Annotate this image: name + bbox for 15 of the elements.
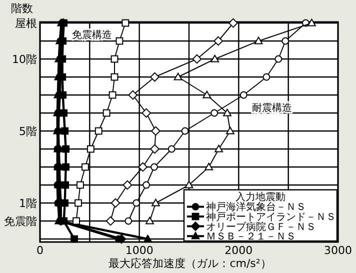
legend-label: オリーブ病院ＧＦ－ＮＳ — [206, 220, 316, 233]
x-tick-label: 2000 — [224, 244, 253, 257]
y-tick-label: 10階 — [12, 53, 37, 66]
y-tick-label: 免震階 — [4, 215, 37, 228]
y-tick-label: 屋根 — [15, 17, 37, 30]
legend-title: 入力地震動 — [236, 190, 286, 203]
x-tick-label: 0 — [36, 244, 44, 257]
y-axis-title: 階数 — [11, 2, 33, 15]
x-axis-title: 最大応答加速度（ガル：cm/s²） — [108, 257, 272, 270]
legend-label: ＭＳＢ－２１－ＮＳ — [206, 232, 296, 243]
x-tick-label: 1000 — [125, 244, 154, 257]
x-tick-label: 3000 — [324, 244, 352, 257]
y-tick-label: 1階 — [19, 197, 37, 210]
y-tick-label: 5階 — [19, 125, 37, 138]
legend-label: 神戸ポートアイランド－ＮＳ — [206, 211, 336, 223]
